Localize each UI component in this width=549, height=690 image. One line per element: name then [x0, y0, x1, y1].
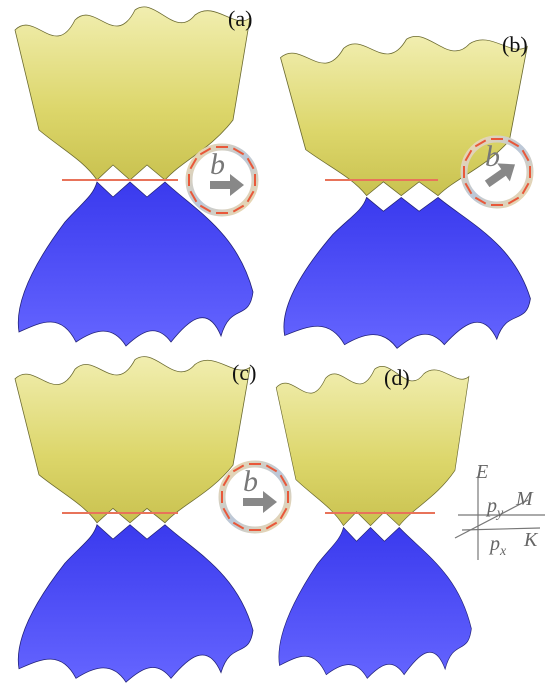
axis-label: p: [485, 495, 497, 517]
panel-label: (c): [232, 360, 256, 385]
figure: (a) (b) (c) (d) E py M px K bbb: [0, 0, 549, 690]
panel-label: (a): [228, 6, 252, 31]
axis-label: px: [488, 533, 507, 559]
axis-label-sub: x: [499, 544, 507, 559]
panel-label: (d): [384, 365, 410, 390]
axis-label: M: [515, 488, 534, 510]
field-label: b: [485, 140, 500, 173]
panel-c: (c): [15, 357, 256, 683]
band-surface: [276, 366, 471, 678]
panel-b: (b): [281, 32, 531, 348]
band-surface: [281, 36, 531, 348]
axis-label: p: [488, 533, 500, 555]
field-label: b: [210, 148, 225, 181]
panel-d: (d): [276, 365, 471, 678]
band-surface: [15, 357, 253, 683]
axis-label: E: [475, 461, 488, 483]
field-label: b: [243, 465, 258, 498]
axis-label-sub: y: [495, 506, 504, 521]
panel-label: (b): [502, 32, 528, 57]
axis-label: K: [523, 529, 539, 551]
